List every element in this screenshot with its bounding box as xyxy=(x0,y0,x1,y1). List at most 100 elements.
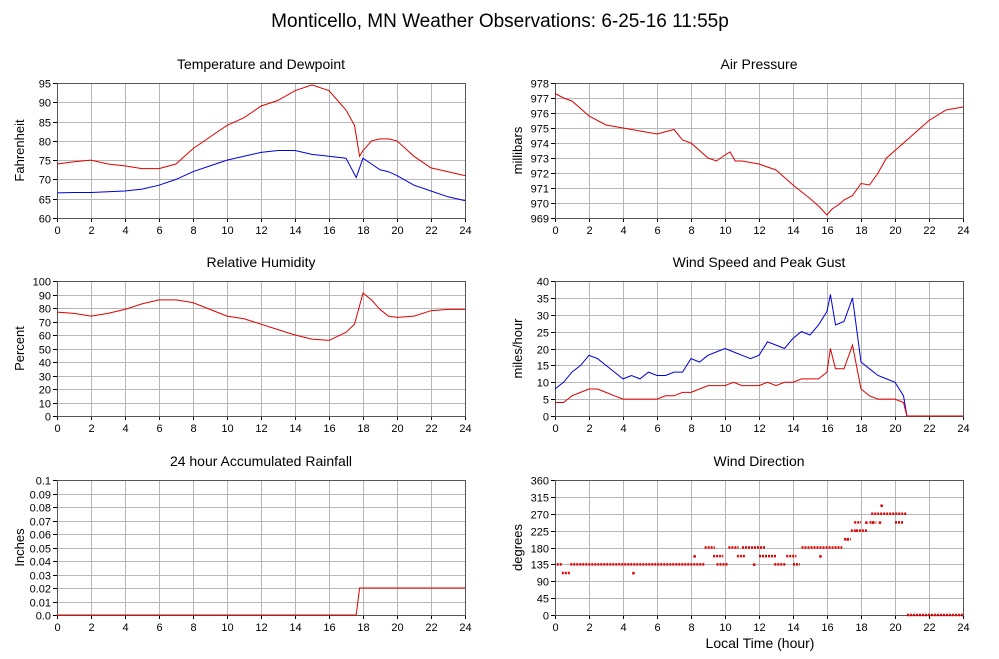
direction-direction-point xyxy=(819,555,822,558)
temp-y-tick-label: 60 xyxy=(39,214,51,226)
humidity-x-tick-label: 18 xyxy=(357,423,369,435)
wind-y-tick-label: 0 xyxy=(543,412,549,424)
humidity-y-tick-label: 100 xyxy=(33,277,51,289)
rain-y-tick-label: 0.0 xyxy=(36,611,51,623)
humidity-y-axis-label: Percent xyxy=(12,326,27,371)
direction-y-tick-label: 90 xyxy=(537,577,549,589)
temp-title: Temperature and Dewpoint xyxy=(177,56,345,72)
temp-x-tick-label: 22 xyxy=(425,225,437,237)
wind-y-tick-label: 15 xyxy=(537,361,549,373)
humidity-y-tick-label: 50 xyxy=(39,345,51,357)
rain-x-tick-label: 2 xyxy=(88,622,94,634)
rain-x-tick-label: 18 xyxy=(357,622,369,634)
temp-x-tick-label: 14 xyxy=(289,225,301,237)
direction-x-tick-label: 6 xyxy=(654,622,660,634)
pressure-y-tick-label: 974 xyxy=(531,139,549,151)
pressure-x-tick-label: 12 xyxy=(753,225,765,237)
direction-x-tick-label: 24 xyxy=(957,622,969,634)
direction-y-tick-label: 315 xyxy=(531,493,549,505)
temp-x-tick-label: 20 xyxy=(391,225,403,237)
rain-y-tick-label: 0.06 xyxy=(30,530,51,542)
pressure-x-tick-label: 24 xyxy=(957,225,969,237)
rain-x-tick-label: 16 xyxy=(323,622,335,634)
direction-direction-point xyxy=(752,563,756,566)
rain-y-tick-label: 0.01 xyxy=(30,598,51,610)
wind-x-tick-label: 12 xyxy=(753,423,765,435)
humidity-y-tick-label: 0 xyxy=(45,412,51,424)
direction-direction-point xyxy=(871,521,875,524)
pressure-x-tick-label: 4 xyxy=(620,225,626,237)
rain-y-tick-label: 0.04 xyxy=(30,557,51,569)
pressure-x-tick-label: 14 xyxy=(787,225,799,237)
humidity-series-0-line xyxy=(56,292,465,341)
wind-x-tick-label: 10 xyxy=(719,423,731,435)
pressure-x-tick-label: 16 xyxy=(821,225,833,237)
rain-series-0-line xyxy=(57,587,465,616)
rain-chart: 0 2 4 6 8 10 12 14 16 18 20 22 240.00.010.020.030.04… xyxy=(12,453,472,634)
humidity-y-tick-label: 80 xyxy=(39,304,51,316)
pressure-series-0-line xyxy=(554,93,964,216)
direction-x-tick-label: 14 xyxy=(787,622,799,634)
direction-x-tick-label: 16 xyxy=(821,622,833,634)
wind-series-0-line xyxy=(554,294,963,417)
pressure-title: Air Pressure xyxy=(720,56,797,72)
rain-y-tick-label: 0.05 xyxy=(30,544,51,556)
humidity-title: Relative Humidity xyxy=(207,254,316,270)
wind-y-tick-label: 35 xyxy=(537,294,549,306)
humidity-x-tick-label: 2 xyxy=(88,423,94,435)
pressure-y-axis-label: millibars xyxy=(510,126,525,174)
direction-x-tick-label: 2 xyxy=(586,622,592,634)
pressure-y-tick-label: 970 xyxy=(531,199,549,211)
wind-frame xyxy=(555,281,964,417)
humidity-x-tick-label: 20 xyxy=(391,423,403,435)
wind-x-tick-label: 8 xyxy=(688,423,694,435)
rain-x-tick-label: 22 xyxy=(425,622,437,634)
wind-x-tick-label: 0 xyxy=(552,423,558,435)
direction-chart: 0 2 4 6 8 10 12 14 16 18 20 22 240459013518022527031… xyxy=(510,453,970,634)
humidity-y-tick-label: 10 xyxy=(39,399,51,411)
temp-y-axis-label: Fahrenheit xyxy=(12,119,27,182)
rain-y-tick-label: 0.03 xyxy=(30,571,51,583)
pressure-y-tick-label: 975 xyxy=(531,124,549,136)
pressure-y-tick-label: 978 xyxy=(531,79,549,91)
direction-direction-point xyxy=(846,538,849,541)
direction-x-tick-label: 18 xyxy=(855,622,867,634)
pressure-frame xyxy=(555,83,964,219)
temp-y-tick-label: 90 xyxy=(39,98,51,110)
rain-y-tick-label: 0.09 xyxy=(30,490,51,502)
humidity-x-tick-label: 8 xyxy=(190,423,196,435)
wind-x-tick-label: 14 xyxy=(787,423,799,435)
rain-x-tick-label: 20 xyxy=(391,622,403,634)
wind-title: Wind Speed and Peak Gust xyxy=(673,254,846,270)
pressure-x-tick-label: 8 xyxy=(688,225,694,237)
wind-chart: 0 2 4 6 8 10 12 14 16 18 20 22 240510152025303540Win… xyxy=(510,254,970,435)
temp-x-tick-label: 2 xyxy=(88,225,94,237)
humidity-chart: 0 2 4 6 8 10 12 14 16 18 20 22 240102030405060708090… xyxy=(12,254,472,435)
wind-x-tick-label: 22 xyxy=(923,423,935,435)
wind-series-1-line xyxy=(555,343,963,417)
pressure-x-tick-label: 6 xyxy=(654,225,660,237)
shared-x-axis-label: Local Time (hour) xyxy=(706,635,815,651)
temp-y-tick-label: 85 xyxy=(39,118,51,130)
pressure-y-tick-label: 969 xyxy=(531,214,549,226)
rain-x-tick-label: 24 xyxy=(459,622,471,634)
humidity-x-tick-label: 24 xyxy=(459,423,471,435)
wind-y-tick-label: 10 xyxy=(537,378,549,390)
wind-y-tick-label: 20 xyxy=(537,345,549,357)
pressure-x-tick-label: 10 xyxy=(719,225,731,237)
humidity-y-tick-label: 20 xyxy=(39,385,51,397)
humidity-y-tick-label: 90 xyxy=(39,291,51,303)
rain-x-tick-label: 4 xyxy=(122,622,128,634)
rain-x-tick-label: 14 xyxy=(289,622,301,634)
rain-y-tick-label: 0.1 xyxy=(36,476,51,488)
direction-direction-point xyxy=(693,555,696,558)
humidity-y-tick-label: 70 xyxy=(39,318,51,330)
pressure-x-tick-label: 20 xyxy=(889,225,901,237)
wind-x-tick-label: 24 xyxy=(957,423,969,435)
temp-y-tick-label: 95 xyxy=(39,79,51,91)
direction-direction-point xyxy=(878,521,882,524)
pressure-x-tick-label: 0 xyxy=(552,225,558,237)
wind-x-tick-label: 4 xyxy=(620,423,626,435)
humidity-y-tick-label: 60 xyxy=(39,331,51,343)
